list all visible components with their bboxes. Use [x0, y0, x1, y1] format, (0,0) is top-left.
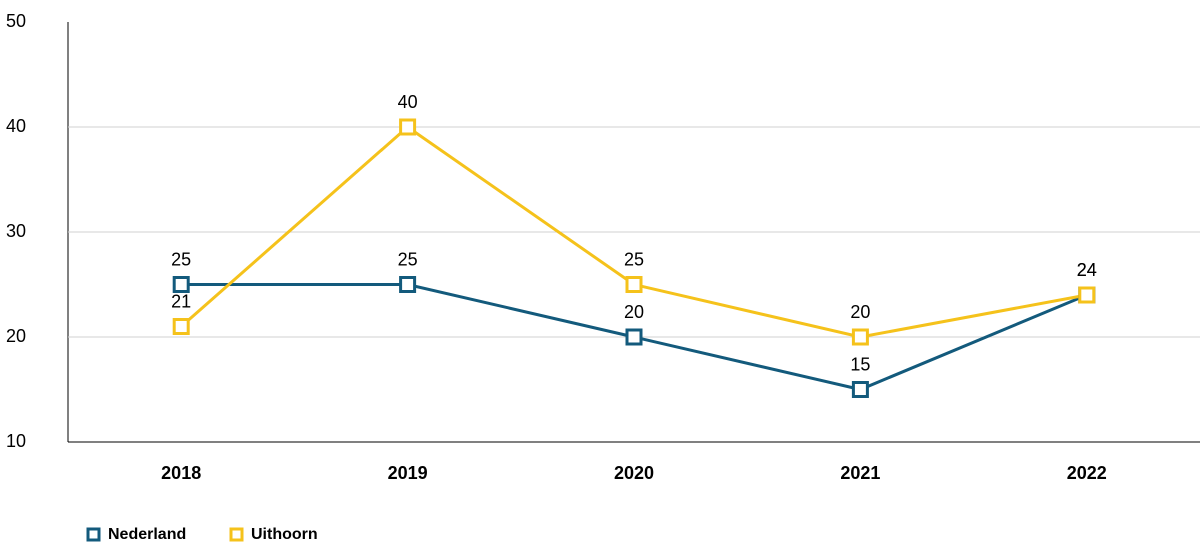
marker	[172, 276, 190, 293]
marker	[1078, 286, 1096, 304]
legend-swatch	[229, 527, 244, 542]
data-label: 25	[398, 249, 418, 269]
marker	[399, 276, 417, 293]
x-tick-label: 2019	[388, 463, 428, 483]
marker	[851, 381, 869, 398]
marker	[399, 118, 417, 136]
x-tick-label: 2022	[1067, 463, 1107, 483]
marker	[851, 328, 869, 346]
y-tick-label: 30	[6, 221, 26, 241]
y-tick-label: 40	[6, 116, 26, 136]
x-tick-label: 2021	[840, 463, 880, 483]
marker	[625, 276, 643, 293]
data-label: 20	[850, 302, 870, 322]
data-label: 40	[398, 92, 418, 112]
data-label: 25	[624, 249, 644, 269]
legend-label: Nederland	[108, 526, 186, 543]
data-label: 21	[171, 291, 191, 311]
legend-label: Uithoorn	[251, 526, 318, 543]
data-label: 15	[850, 354, 870, 374]
y-tick-label: 10	[6, 431, 26, 451]
data-label: 24	[1077, 260, 1097, 280]
x-tick-label: 2020	[614, 463, 654, 483]
marker	[172, 318, 190, 335]
y-tick-label: 20	[6, 326, 26, 346]
legend-swatch	[86, 527, 101, 542]
x-tick-label: 2018	[161, 463, 201, 483]
y-tick-label: 50	[6, 11, 26, 31]
data-label: 24	[1077, 260, 1097, 280]
marker	[625, 328, 643, 346]
data-label: 20	[624, 302, 644, 322]
data-label: 25	[171, 249, 191, 269]
